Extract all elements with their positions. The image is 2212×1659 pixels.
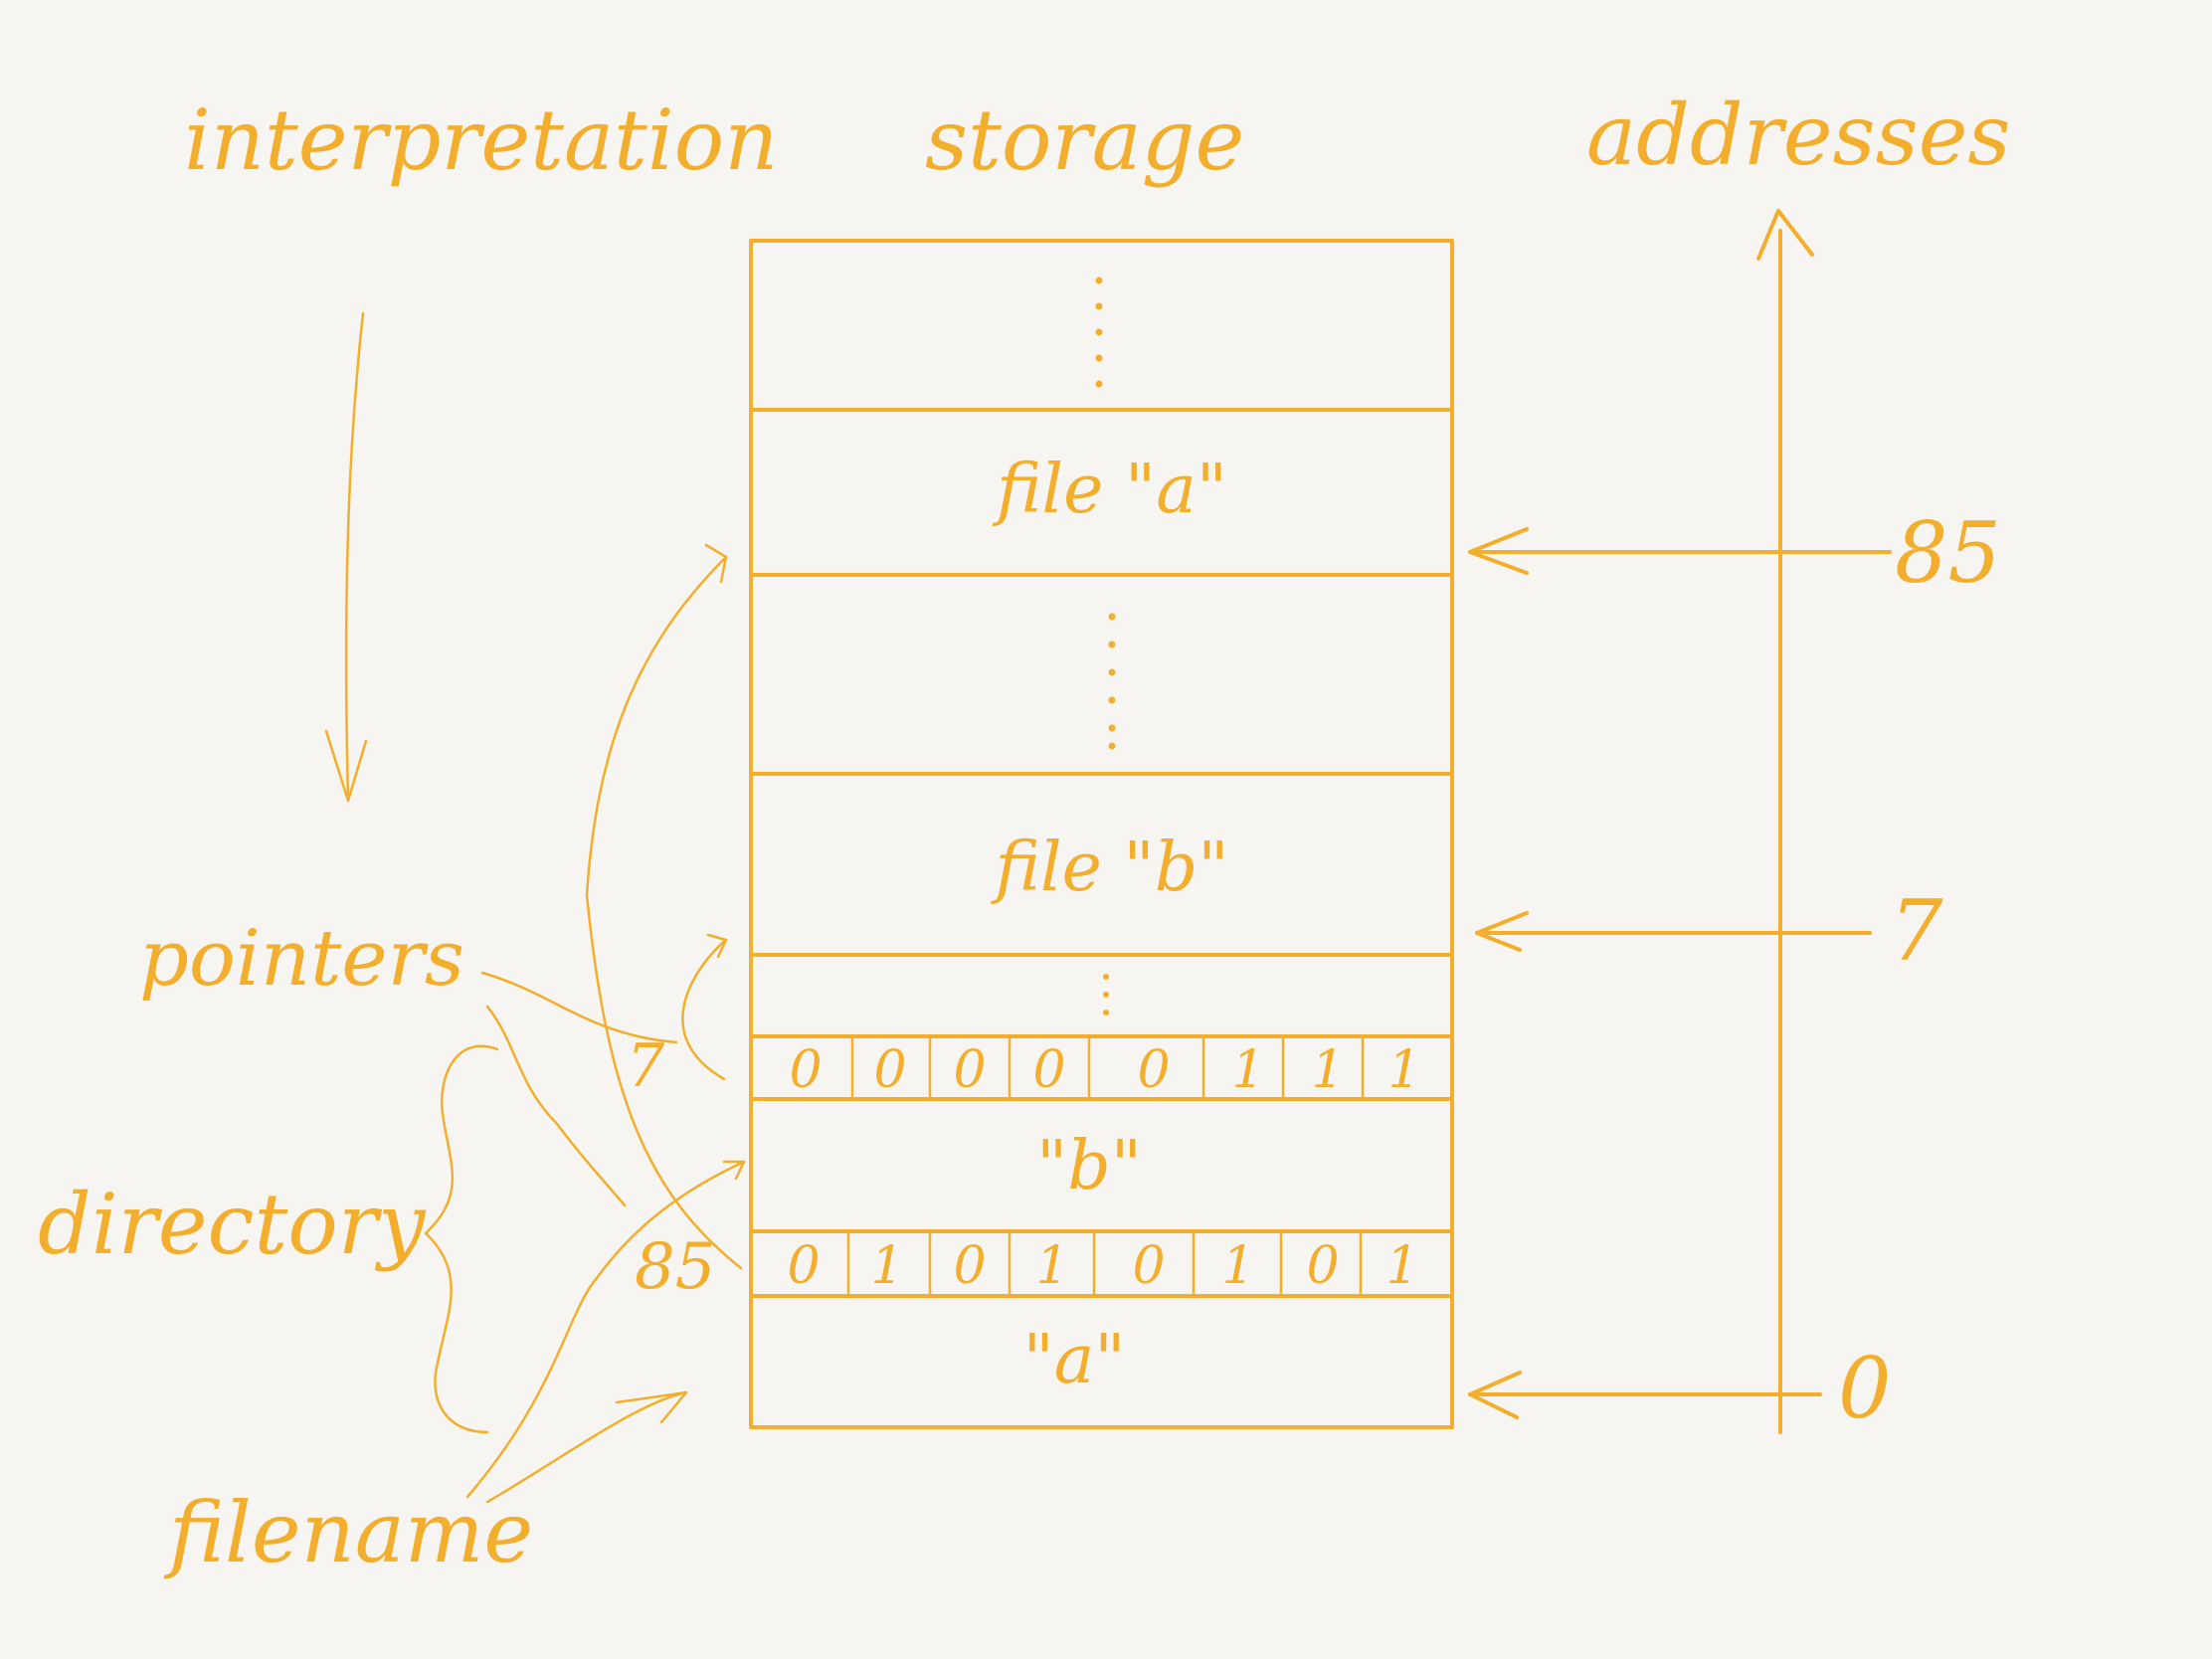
row-file-a: file "a" <box>992 451 1227 529</box>
heading-interpretation: interpretation <box>184 92 778 189</box>
filename-link-a-head <box>615 1390 688 1424</box>
pointer-7-bit-2: 0 <box>953 1040 986 1100</box>
pointer-85-bit-0: 0 <box>787 1236 820 1296</box>
pointer-7-bit-0: 0 <box>789 1040 822 1100</box>
pointer-arrow-85-to-file-a <box>585 555 743 1270</box>
pointer-7-bit-3: 0 <box>1032 1040 1065 1100</box>
pointer-arrow-7-to-file-b <box>681 938 728 1081</box>
filename-link-b-head <box>722 1160 746 1181</box>
address-85-arrowhead <box>1468 527 1529 575</box>
pointer-7-bit-7: 1 <box>1387 1040 1420 1100</box>
row-name-a: "a" <box>1022 1321 1125 1399</box>
pointers-link-to-7 <box>480 971 678 1044</box>
filename-link-to-a <box>485 1390 688 1504</box>
address-0-label: 0 <box>1838 1340 1891 1437</box>
pointer-7-bit-6: 1 <box>1311 1040 1344 1100</box>
pointer-7-bit-4: 0 <box>1137 1040 1170 1100</box>
heading-addresses: addresses <box>1586 87 2011 184</box>
interpretation-arrow-head <box>324 729 368 803</box>
row-name-b: "b" <box>1036 1127 1142 1205</box>
label-pointers: pointers <box>139 914 464 1004</box>
pointer-85-bit-3: 1 <box>1035 1236 1068 1296</box>
pointer-85-bit-4: 0 <box>1132 1236 1165 1296</box>
address-axis-arrowhead <box>1756 209 1814 261</box>
interpretation-arrow-shaft <box>344 311 365 803</box>
pointer-85-bit-7: 1 <box>1385 1236 1418 1296</box>
address-85-label: 85 <box>1895 504 2001 602</box>
ellipsis-lower <box>1103 974 1109 1015</box>
filename-link-to-b <box>465 1160 746 1499</box>
directory-brace <box>424 1044 499 1434</box>
pointer-arrow-7-head <box>706 933 728 959</box>
storage-block <box>749 239 1454 1429</box>
pointer-85-bit-5: 1 <box>1221 1236 1254 1296</box>
pointer-7-bit-5: 1 <box>1231 1040 1264 1100</box>
pointers-link-to-85 <box>485 1005 627 1207</box>
pointer-7-bit-1: 0 <box>873 1040 906 1100</box>
label-filename: filename <box>163 1484 533 1581</box>
label-directory: directory <box>38 1176 427 1273</box>
pointer-85-bit-6: 0 <box>1306 1236 1339 1296</box>
pointer-85-bit-1: 1 <box>870 1236 903 1296</box>
address-7-label: 7 <box>1890 882 1943 980</box>
pointer-label-85: 85 <box>635 1230 715 1304</box>
heading-storage: storage <box>925 92 1244 189</box>
pointer-85-bit-2: 0 <box>953 1236 986 1296</box>
pointer-arrow-85-head <box>704 543 728 584</box>
row-file-b: file "b" <box>990 829 1228 907</box>
address-0-arrowhead <box>1468 1371 1522 1419</box>
address-7-arrowhead <box>1475 911 1529 952</box>
pointer-label-7: 7 <box>627 1031 665 1101</box>
ellipsis-top <box>1095 276 1103 388</box>
ellipsis-middle <box>1108 613 1116 750</box>
